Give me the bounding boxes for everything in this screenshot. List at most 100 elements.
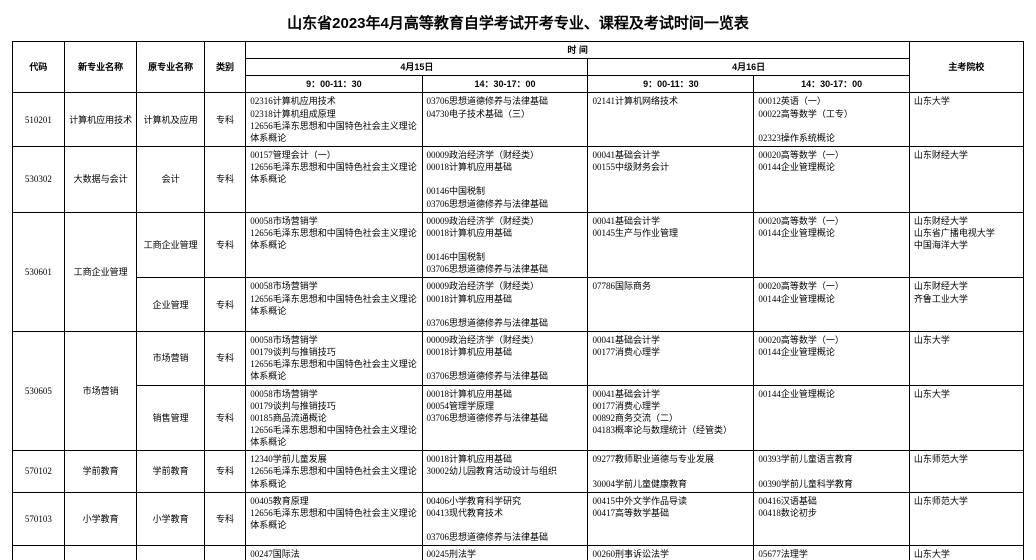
host-cell: 山东大学 xyxy=(909,331,1023,385)
host-line: 山东师范大学 xyxy=(914,453,1019,465)
course-line: 00020高等数学（一） xyxy=(758,334,905,346)
course-line xyxy=(427,173,584,185)
host-line: 山东大学 xyxy=(914,548,1019,560)
table-row: 510201计算机应用技术计算机及应用专科02316计算机应用技术02318计算… xyxy=(13,93,1024,147)
table-row: 销售管理专科00058市场营销学00179谈判与推销技巧00185商品流通概论1… xyxy=(13,385,1024,451)
old-major-cell: 小学教育 xyxy=(137,492,204,546)
course-cell: 00020高等数学（一）00144企业管理概论 xyxy=(754,278,910,332)
course-line: 00413现代教育技术 xyxy=(427,507,584,519)
course-line: 00179谈判与推销技巧 xyxy=(250,346,417,358)
course-line: 00144企业管理概论 xyxy=(758,161,905,173)
course-line: 00058市场营销学 xyxy=(250,215,417,227)
course-line: 00018计算机应用基础 xyxy=(427,227,584,239)
course-line: 03706思想道德修养与法律基础 xyxy=(427,412,584,424)
course-cell: 00058市场营销学12656毛泽东思想和中国特色社会主义理论体系概论 xyxy=(246,212,422,278)
host-cell: 山东财经大学山东省广播电视大学中国海洋大学 xyxy=(909,212,1023,278)
new-major-cell: 工商企业管理 xyxy=(64,212,137,331)
level-cell: 专科 xyxy=(204,451,245,492)
new-major-cell: 市场营销 xyxy=(64,331,137,450)
course-cell: 00041基础会计学00145生产与作业管理 xyxy=(588,212,754,278)
host-line: 山东大学 xyxy=(914,388,1019,400)
course-line: 00144企业管理概论 xyxy=(758,346,905,358)
course-line: 00146中国税制 xyxy=(427,251,584,263)
host-line: 山东师范大学 xyxy=(914,495,1019,507)
course-line: 00009政治经济学（财经类） xyxy=(427,149,584,161)
course-line: 00144企业管理概论 xyxy=(758,293,905,305)
th-d2am: 9：00-11：30 xyxy=(588,76,754,93)
course-line: 05677法理学 xyxy=(758,548,905,560)
code-cell: 530605 xyxy=(13,331,65,450)
course-line: 00416汉语基础 xyxy=(758,495,905,507)
course-line: 00157管理会计（一） xyxy=(250,149,417,161)
new-major-cell: 小学教育 xyxy=(64,492,137,546)
course-cell: 00009政治经济学（财经类）00018计算机应用基础 00146中国税制037… xyxy=(422,146,588,212)
course-line: 00041基础会计学 xyxy=(592,388,749,400)
course-line: 00041基础会计学 xyxy=(592,149,749,161)
level-cell: 专科 xyxy=(204,331,245,385)
th-new-major: 新专业名称 xyxy=(64,42,137,93)
table-row: 530302大数据与会计会计专科00157管理会计（一）12656毛泽东思想和中… xyxy=(13,146,1024,212)
level-cell: 专科 xyxy=(204,278,245,332)
course-cell: 00405教育原理12656毛泽东思想和中国特色社会主义理论体系概论 xyxy=(246,492,422,546)
course-line: 30004学前儿童健康教育 xyxy=(592,478,749,490)
course-line: 00012英语（一） xyxy=(758,95,905,107)
course-cell: 00058市场营销学00179谈判与推销技巧00185商品流通概论12656毛泽… xyxy=(246,385,422,451)
course-cell: 00393学前儿童语言教育 00390学前儿童科学教育 xyxy=(754,451,910,492)
old-major-cell: 工商企业管理 xyxy=(137,212,204,278)
course-line: 00179谈判与推销技巧 xyxy=(250,400,417,412)
course-line: 02318计算机组成原理 xyxy=(250,108,417,120)
course-line: 00009政治经济学（财经类） xyxy=(427,215,584,227)
course-line: 00393学前儿童语言教育 xyxy=(758,453,905,465)
table-row: 570102学前教育学前教育专科12340学前儿童发展12656毛泽东思想和中国… xyxy=(13,451,1024,492)
course-cell: 00260刑事诉讼法学 xyxy=(588,546,754,560)
course-line: 00406小学教育科学研究 xyxy=(427,495,584,507)
course-line: 00018计算机应用基础 xyxy=(427,453,584,465)
course-line: 09277教师职业道德与专业发展 xyxy=(592,453,749,465)
old-major-cell: 会计 xyxy=(137,146,204,212)
course-cell: 07786国际商务 xyxy=(588,278,754,332)
course-line: 00185商品流通概论 xyxy=(250,412,417,424)
new-major-cell: 学前教育 xyxy=(64,451,137,492)
course-line: 00155中级财务会计 xyxy=(592,161,749,173)
course-line: 00390学前儿童科学教育 xyxy=(758,478,905,490)
course-cell: 12340学前儿童发展12656毛泽东思想和中国特色社会主义理论体系概论 xyxy=(246,451,422,492)
old-major-cell: 学前教育 xyxy=(137,451,204,492)
course-cell: 02141计算机网络技术 xyxy=(588,93,754,147)
course-line: 00022高等数学（工专） xyxy=(758,108,905,120)
host-cell: 山东大学 xyxy=(909,546,1023,560)
page-title: 山东省2023年4月高等教育自学考试开考专业、课程及考试时间一览表 xyxy=(12,12,1024,33)
course-line: 00247国际法 xyxy=(250,548,417,560)
course-cell: 00406小学教育科学研究00413现代教育技术 03706思想道德修养与法律基… xyxy=(422,492,588,546)
course-cell: 00416汉语基础00418数论初步 xyxy=(754,492,910,546)
th-d1am: 9：00-11：30 xyxy=(246,76,422,93)
code-cell: 510201 xyxy=(13,93,65,147)
course-line: 03706思想道德修养与法律基础 xyxy=(427,263,584,275)
course-line: 00405教育原理 xyxy=(250,495,417,507)
course-cell: 00058市场营销学12656毛泽东思想和中国特色社会主义理论体系概论 xyxy=(246,278,422,332)
course-line xyxy=(427,305,584,317)
course-line: 12656毛泽东思想和中国特色社会主义理论体系概论 xyxy=(250,507,417,531)
course-line: 03706思想道德修养与法律基础 xyxy=(427,317,584,329)
level-cell: 专科 xyxy=(204,146,245,212)
course-line: 12656毛泽东思想和中国特色社会主义理论体系概论 xyxy=(250,227,417,251)
course-cell: 02316计算机应用技术02318计算机组成原理12656毛泽东思想和中国特色社… xyxy=(246,93,422,147)
level-cell: 专科 xyxy=(204,492,245,546)
course-line: 00145生产与作业管理 xyxy=(592,227,749,239)
course-line xyxy=(592,465,749,477)
course-line: 03706思想道德修养与法律基础 xyxy=(427,531,584,543)
course-line: 07786国际商务 xyxy=(592,280,749,292)
code-cell: 570103 xyxy=(13,492,65,546)
old-major-cell: 销售管理 xyxy=(137,385,204,451)
course-line: 00041基础会计学 xyxy=(592,215,749,227)
host-cell: 山东师范大学 xyxy=(909,492,1023,546)
new-major-cell: 大数据与会计 xyxy=(64,146,137,212)
course-line: 12656毛泽东思想和中国特色社会主义理论体系概论 xyxy=(250,120,417,144)
table-row: 570103小学教育小学教育专科00405教育原理12656毛泽东思想和中国特色… xyxy=(13,492,1024,546)
course-cell: 00018计算机应用基础00054管理学原理03706思想道德修养与法律基础 xyxy=(422,385,588,451)
course-line: 02323操作系统概论 xyxy=(758,132,905,144)
course-line: 00418数论初步 xyxy=(758,507,905,519)
course-cell: 05677法理学 xyxy=(754,546,910,560)
course-line: 00058市场营销学 xyxy=(250,334,417,346)
course-line: 03706思想道德修养与法律基础 xyxy=(427,370,584,382)
course-cell: 00012英语（一）00022高等数学（工专） 02323操作系统概论 xyxy=(754,93,910,147)
